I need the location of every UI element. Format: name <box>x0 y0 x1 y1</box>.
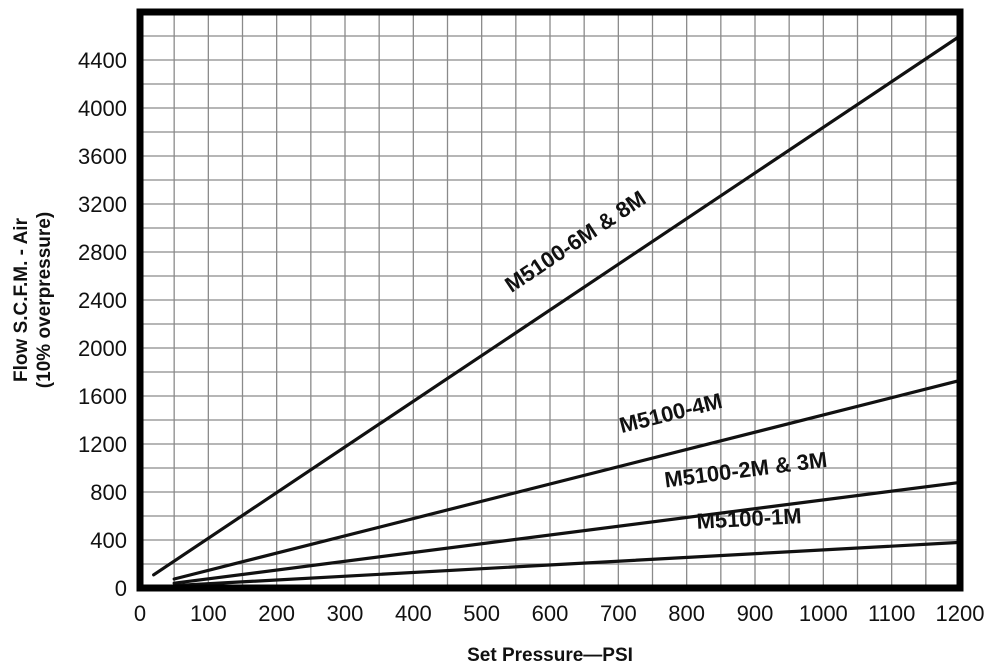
y-tick-label: 3600 <box>78 144 127 169</box>
y-tick-label: 2400 <box>78 288 127 313</box>
y-tick-label: 4000 <box>78 96 127 121</box>
x-tick-label: 0 <box>134 601 146 626</box>
series-label: M5100-1M <box>696 503 802 534</box>
y-tick-label: 1200 <box>78 432 127 457</box>
series-label: M5100-6M & 8M <box>500 186 650 298</box>
x-tick-labels: 0 100 200 300 400 500 600 700 800 900 1000 1100 1200 <box>134 601 985 626</box>
series-label: M5100-2M & 3M <box>663 447 829 493</box>
x-tick-label: 100 <box>190 601 227 626</box>
y-tick-labels: 0 400 800 1200 1600 2000 2400 2800 3200 3600 4000 4… <box>78 48 127 601</box>
series-line <box>152 34 962 577</box>
x-tick-label: 200 <box>258 601 295 626</box>
y-tick-label: 2800 <box>78 240 127 265</box>
series-line <box>172 378 962 581</box>
y-tick-label: 4400 <box>78 48 127 73</box>
x-tick-label: 800 <box>668 601 705 626</box>
y-tick-label: 3200 <box>78 192 127 217</box>
plot-frame <box>136 8 964 592</box>
y-axis-title-line2: (10% overpressure) <box>34 212 55 388</box>
series-line <box>172 540 962 588</box>
y-axis-title: Flow S.C.F.M. - Air (10% overpressure) <box>11 212 55 388</box>
x-axis-title: Set Pressure—PSI <box>467 645 633 666</box>
x-tick-label: 1000 <box>799 601 848 626</box>
y-tick-label: 800 <box>90 480 127 505</box>
y-tick-label: 2000 <box>78 336 127 361</box>
y-tick-label: 400 <box>90 528 127 553</box>
x-tick-label: 700 <box>600 601 637 626</box>
x-tick-label: 300 <box>327 601 364 626</box>
x-tick-label: 1100 <box>868 601 915 626</box>
grid <box>140 12 960 588</box>
x-tick-label: 400 <box>395 601 432 626</box>
y-axis-title-line1: Flow S.C.F.M. - Air <box>11 217 32 382</box>
x-tick-label: 600 <box>532 601 569 626</box>
series-line <box>172 480 962 585</box>
y-tick-label: 1600 <box>78 384 127 409</box>
y-tick-label: 0 <box>115 576 127 601</box>
series-lines <box>152 34 962 588</box>
x-tick-label: 900 <box>737 601 774 626</box>
x-tick-label: 500 <box>463 601 500 626</box>
x-tick-label: 1200 <box>936 601 985 626</box>
